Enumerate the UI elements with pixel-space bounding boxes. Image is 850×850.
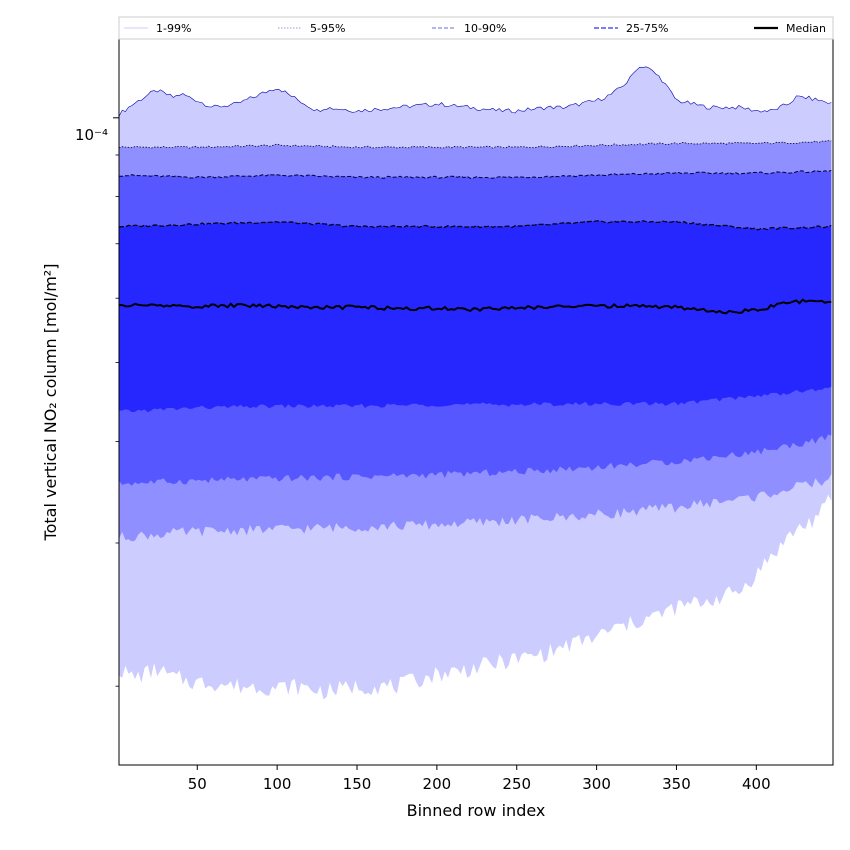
x-axis: 50 100 150 200 250 300 350 400 [188,765,771,793]
band-1-99%-upper-edge [119,66,832,117]
legend: 1-99% 5-95% 10-90% 25-75% Median [118,16,834,40]
legend-label: 10-90% [464,22,506,35]
legend-label: 1-99% [156,22,191,35]
legend-label: 25-75% [626,22,668,35]
x-tick-label: 50 [188,775,207,793]
x-tick-label: 350 [662,775,691,793]
plot-area [119,66,832,700]
band-25-75%-area [119,220,832,413]
x-tick-label: 300 [582,775,611,793]
x-tick-label: 150 [343,775,372,793]
legend-label: Median [786,22,826,35]
band-25-75%-upper-edge [119,220,832,231]
band-10-90%-upper-edge [119,169,832,179]
x-tick-label: 250 [502,775,531,793]
legend-label: 5-95% [310,22,345,35]
x-tick-label: 400 [742,775,771,793]
y-axis: 10⁻⁴ [75,117,119,687]
x-tick-label: 200 [423,775,452,793]
median-line [119,298,832,315]
legend-frame [118,16,834,40]
band-5-95%-upper-edge [119,140,832,149]
x-tick-label: 100 [263,775,292,793]
y-axis-label: Total vertical NO₂ column [mol/m²] [41,264,60,542]
x-axis-label: Binned row index [407,801,546,820]
y-tick-label-major: 10⁻⁴ [75,126,108,144]
